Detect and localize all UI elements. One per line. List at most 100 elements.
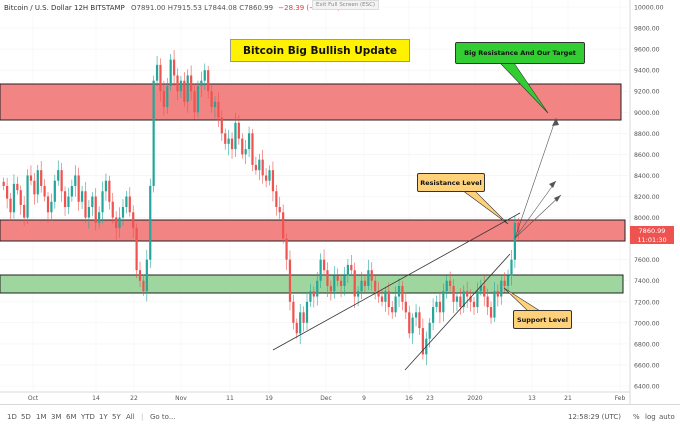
arrow-head-2 [549, 181, 556, 188]
candle-body [115, 217, 118, 229]
candle-body [346, 264, 350, 276]
candle-body [152, 80, 155, 186]
candle-body [145, 259, 148, 292]
candle-body [183, 80, 186, 102]
candle-body [111, 201, 114, 218]
candle-body [26, 175, 29, 218]
range-1m[interactable]: 1M [36, 413, 47, 421]
price-tick-label: 6800.00 [634, 341, 660, 348]
candle-body [132, 212, 135, 229]
candle-body [125, 196, 128, 208]
price-tick-label: 7000.00 [634, 320, 660, 327]
candle-body [316, 280, 319, 297]
candle-body [360, 280, 363, 292]
candle-body [121, 207, 125, 218]
ohlc-values: O7891.00 H7915.53 L7844.08 C7860.99 [131, 4, 274, 12]
symbol-name[interactable]: Bitcoin / U.S. Dollar 12H BITSTAMP [4, 4, 125, 12]
percent-toggle[interactable]: % [633, 413, 640, 421]
time-axis[interactable]: Oct 14 22 Nov 11 19 Dec 9 16 23 2020 13 21 Feb [28, 395, 626, 402]
candle-body [278, 207, 281, 213]
price-tick-label: 7200.00 [634, 299, 660, 306]
time-tick-label: 13 [528, 395, 536, 402]
fullscreen-hint[interactable]: Exit Full Screen (ESC) [312, 0, 380, 10]
symbol-legend[interactable]: Bitcoin / U.S. Dollar 12H BITSTAMP O7891… [4, 4, 340, 12]
candle-body [9, 198, 12, 213]
range-5y[interactable]: 5Y [112, 413, 121, 421]
candle-body [74, 175, 77, 186]
candle-body [367, 270, 370, 286]
candle-body [295, 322, 298, 334]
candle-body [12, 183, 16, 213]
time-tick-label: Nov [175, 395, 187, 402]
candle-body [108, 180, 111, 202]
candle-body [6, 185, 9, 199]
candle-body [374, 280, 377, 292]
candle-body [483, 285, 486, 297]
time-tick-label: 23 [426, 395, 434, 402]
trend-drawings [272, 62, 562, 371]
candle-body [292, 301, 295, 323]
candle-body [230, 138, 234, 150]
price-change: −28.39 (−0.36%) [278, 4, 340, 12]
candle-body [77, 175, 80, 202]
candle-body [469, 296, 472, 302]
candle-body [428, 322, 431, 339]
price-tick-label: 9800.00 [634, 26, 660, 33]
candle-body [193, 91, 196, 113]
arrow-head-1 [552, 118, 559, 126]
candle-body [363, 280, 367, 286]
candle-body [299, 312, 302, 334]
trendline-lower [404, 253, 511, 371]
range-1d[interactable]: 1D [7, 413, 17, 421]
candle-body [503, 280, 506, 286]
range-5d[interactable]: 5D [21, 413, 31, 421]
utc-clock[interactable]: 12:58:29 (UTC) [568, 413, 622, 421]
candle-body [40, 170, 43, 186]
range-1y[interactable]: 1Y [99, 413, 108, 421]
candle-body [384, 291, 387, 302]
candle-body [63, 191, 67, 208]
range-3m[interactable]: 3M [51, 413, 62, 421]
price-tick-label: 7600.00 [634, 257, 660, 264]
candle-body [50, 201, 53, 213]
candle-body [176, 75, 179, 92]
candle-body [414, 312, 418, 318]
candle-body [166, 85, 169, 108]
candle-body [285, 238, 288, 260]
candle-body [251, 133, 254, 165]
candle-body [190, 75, 193, 92]
time-tick-label: 14 [92, 395, 100, 402]
price-tick-label: 10000.00 [634, 5, 664, 12]
candle-body [43, 185, 46, 197]
candle-body [442, 291, 445, 313]
auto-toggle[interactable]: auto [659, 413, 675, 421]
candle-body [207, 70, 210, 92]
log-toggle[interactable]: log [645, 413, 656, 421]
candle-body [227, 138, 230, 144]
price-chart[interactable]: 10000.00 9800.00 9600.00 9400.00 9200.00 9000… [0, 0, 680, 404]
candle-body [455, 296, 459, 302]
candle-body [459, 296, 462, 308]
range-all[interactable]: All [126, 413, 135, 421]
price-axis[interactable]: 10000.00 9800.00 9600.00 9400.00 9200.00 9000… [634, 5, 664, 391]
candle-body [98, 212, 101, 223]
support-text: Support Level [516, 315, 569, 324]
projection-line-1 [514, 117, 557, 239]
candle-body [380, 296, 384, 302]
candle-body [479, 285, 482, 292]
candle-body [247, 133, 251, 150]
candle-body [16, 183, 19, 191]
range-6m[interactable]: 6M [66, 413, 77, 421]
candle-body [431, 307, 435, 323]
range-ytd[interactable]: YTD [81, 413, 95, 421]
candle-body [220, 117, 223, 134]
candle-body [445, 280, 448, 292]
candle-body [196, 85, 200, 113]
candle-body [203, 70, 206, 81]
candle-body [241, 138, 244, 155]
candle-body [282, 212, 285, 239]
goto-date-button[interactable]: Go to... [150, 413, 176, 421]
candle-body [162, 91, 165, 108]
candle-body [91, 196, 94, 208]
bottom-toolbar: 1D 5D 1M 3M 6M YTD 1Y 5Y All | Go to... … [0, 404, 680, 426]
